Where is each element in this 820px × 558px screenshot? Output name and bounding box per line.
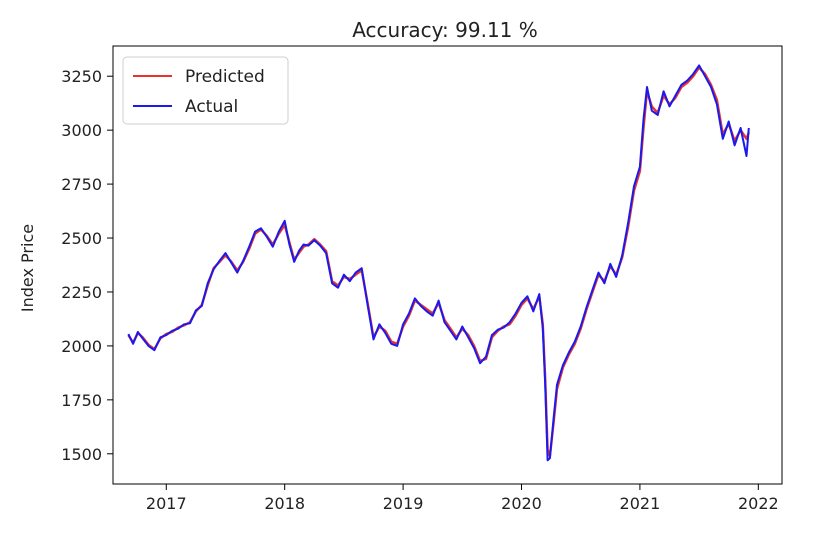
plot-lines <box>127 64 750 462</box>
x-tick-label: 2019 <box>383 494 424 513</box>
plot-frame <box>112 45 783 485</box>
y-tick-label: 2250 <box>61 283 102 302</box>
x-tick-label: 2021 <box>620 494 661 513</box>
chart-title: Accuracy: 99.11 % <box>352 18 538 42</box>
x-tick-label: 2017 <box>146 494 187 513</box>
y-tick-label: 2750 <box>61 175 102 194</box>
y-tick-label: 1500 <box>61 445 102 464</box>
y-tick-label: 1750 <box>61 391 102 410</box>
y-axis-label: Index Price <box>18 224 37 312</box>
legend: Predicted Actual <box>122 56 289 125</box>
x-axis-ticks: 2017 2018 2019 2020 2021 2022 <box>146 484 779 513</box>
legend-label-actual: Actual <box>185 97 238 117</box>
y-tick-label: 3250 <box>61 67 102 86</box>
x-tick-label: 2022 <box>738 494 779 513</box>
legend-box <box>122 56 289 125</box>
series-line-actual <box>127 64 750 462</box>
x-tick-label: 2020 <box>501 494 542 513</box>
y-axis-ticks: 1500 1750 2000 2250 2500 2750 3000 3250 <box>61 67 113 464</box>
y-tick-label: 2000 <box>61 337 102 356</box>
x-tick-label: 2018 <box>264 494 305 513</box>
y-tick-label: 2500 <box>61 229 102 248</box>
y-tick-label: 3000 <box>61 121 102 140</box>
legend-label-predicted: Predicted <box>185 67 265 87</box>
